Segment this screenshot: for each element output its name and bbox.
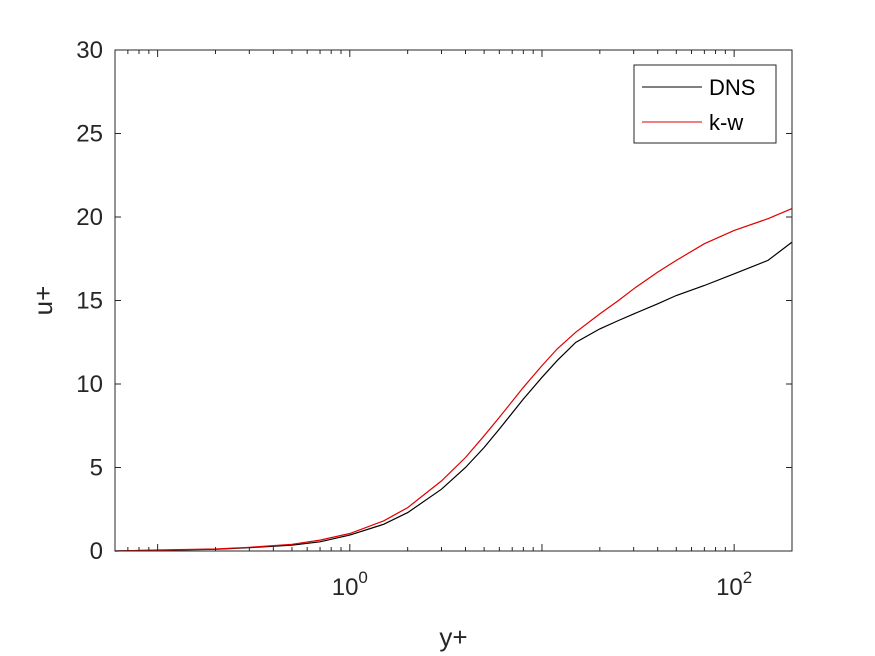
x-axis-title: y+: [439, 622, 467, 652]
legend-box: [633, 64, 777, 144]
y-axis: 0 5 10 15 20 25 30: [76, 37, 792, 565]
y-tick-label: 30: [76, 37, 103, 64]
x-axis: 100 102: [114, 50, 793, 601]
legend: DNS k-w: [633, 64, 777, 144]
series-line-dns: [114, 241, 793, 552]
y-tick-label: 25: [76, 121, 103, 148]
legend-label-k-w: k-w: [709, 110, 743, 135]
y-axis-title: u+: [28, 286, 58, 316]
y-tick-label: 0: [90, 538, 103, 565]
y-tick-label: 10: [76, 371, 103, 398]
y-tick-label: 20: [76, 204, 103, 231]
x-tick-label: 102: [716, 568, 752, 601]
series-line-k-w: [114, 208, 793, 552]
y-tick-label: 5: [90, 455, 103, 482]
series-layer: [114, 208, 793, 552]
x-tick-label: 100: [332, 568, 368, 601]
legend-label-dns: DNS: [709, 75, 755, 100]
y-tick-label: 15: [76, 288, 103, 315]
